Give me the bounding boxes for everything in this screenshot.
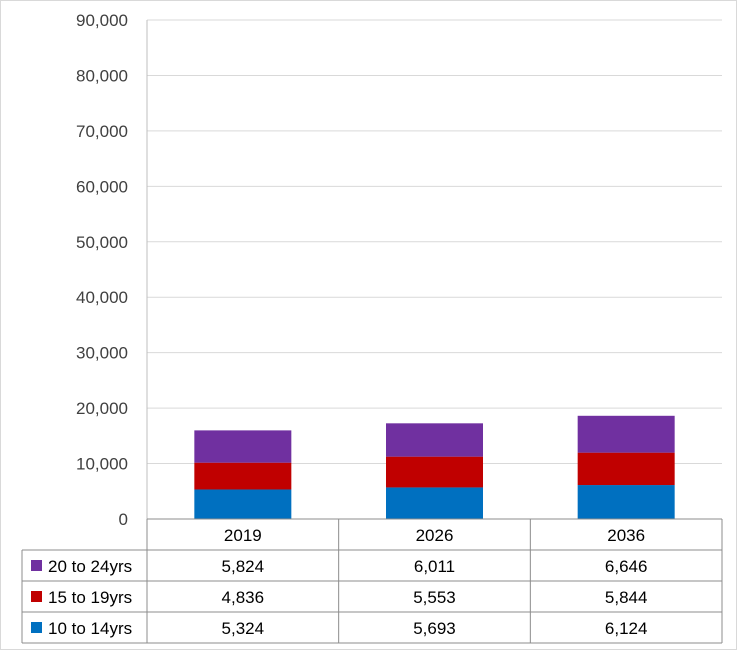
y-tick-label: 80,000 — [76, 66, 128, 85]
x-tick-label: 2036 — [607, 526, 645, 545]
x-tick-label: 2019 — [224, 526, 262, 545]
y-tick-label: 60,000 — [76, 177, 128, 196]
bar-10-to-14yrs-2036 — [577, 485, 675, 519]
legend-key — [31, 560, 42, 571]
bar-10-to-14yrs-2026 — [386, 487, 483, 519]
x-tick-label: 2026 — [416, 526, 454, 545]
y-tick-label: 10,000 — [76, 455, 128, 474]
legend-label: 20 to 24yrs — [48, 557, 132, 576]
bar-10-to-14yrs-2019 — [194, 489, 292, 519]
y-tick-label: 20,000 — [76, 399, 128, 418]
bar-20-to-24yrs-2026 — [386, 423, 483, 457]
data-table-value: 5,553 — [413, 588, 456, 607]
bar-15-to-19yrs-2026 — [386, 456, 483, 488]
data-table-value: 6,124 — [605, 619, 648, 638]
data-table-value: 5,844 — [605, 588, 648, 607]
legend-key — [31, 591, 42, 602]
y-tick-label: 40,000 — [76, 288, 128, 307]
y-tick-label: 50,000 — [76, 233, 128, 252]
bar-15-to-19yrs-2019 — [194, 462, 292, 490]
bar-20-to-24yrs-2019 — [194, 430, 292, 463]
legend-label: 10 to 14yrs — [48, 619, 132, 638]
data-table-value: 6,646 — [605, 557, 648, 576]
data-table-value: 5,693 — [413, 619, 456, 638]
data-table-value: 4,836 — [222, 588, 265, 607]
data-table-value: 5,824 — [222, 557, 265, 576]
y-tick-label: 0 — [119, 510, 128, 529]
data-table-value: 5,324 — [222, 619, 265, 638]
legend-key — [31, 622, 42, 633]
bar-20-to-24yrs-2036 — [577, 415, 675, 453]
bar-15-to-19yrs-2036 — [577, 452, 675, 486]
y-tick-label: 30,000 — [76, 344, 128, 363]
legend-label: 15 to 19yrs — [48, 588, 132, 607]
y-tick-label: 90,000 — [76, 11, 128, 30]
data-table-value: 6,011 — [414, 557, 455, 576]
y-tick-label: 70,000 — [76, 122, 128, 141]
